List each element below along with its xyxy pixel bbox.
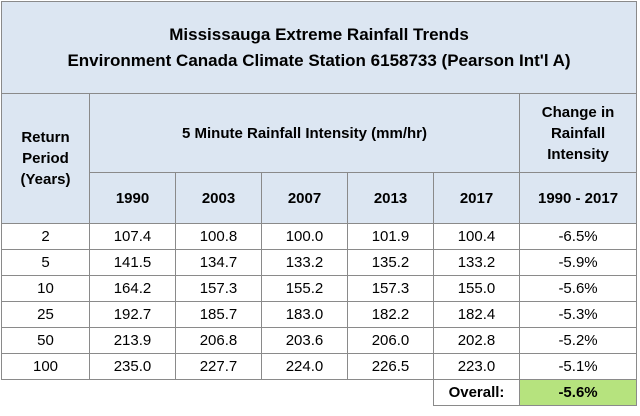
intensity-cell: 203.6: [261, 327, 348, 354]
blank-cell: [175, 379, 262, 406]
return-period-header-line: (Years): [20, 171, 71, 188]
intensity-cell: 235.0: [89, 353, 176, 380]
table-row: 2 107.4 100.8 100.0 101.9 100.4 -6.5%: [1, 223, 638, 250]
intensity-cell: 101.9: [347, 223, 434, 250]
intensity-cell: 227.7: [175, 353, 262, 380]
intensity-cell: 206.0: [347, 327, 434, 354]
intensity-cell: 135.2: [347, 249, 434, 276]
title-row: Mississauga Extreme Rainfall Trends Envi…: [0, 1, 638, 94]
intensity-group-header: 5 Minute Rainfall Intensity (mm/hr): [89, 93, 520, 173]
blank-cell: [89, 379, 176, 406]
intensity-cell: 100.4: [433, 223, 520, 250]
overall-label: Overall:: [433, 379, 520, 406]
year-header: 2017: [433, 172, 520, 224]
intensity-cell: 202.8: [433, 327, 520, 354]
intensity-cell: 185.7: [175, 301, 262, 328]
intensity-cell: 141.5: [89, 249, 176, 276]
table-row: 25 192.7 185.7 183.0 182.2 182.4 -5.3%: [1, 301, 638, 328]
return-period-cell: 50: [1, 327, 90, 354]
year-header: 2007: [261, 172, 348, 224]
intensity-cell: 157.3: [175, 275, 262, 302]
change-cell: -5.2%: [518, 327, 638, 354]
intensity-cell: 155.0: [433, 275, 520, 302]
change-group-header-line: Change in: [541, 103, 615, 121]
intensity-cell: 164.2: [89, 275, 176, 302]
table-row: 10 164.2 157.3 155.2 157.3 155.0 -5.6%: [1, 275, 638, 302]
intensity-cell: 155.2: [261, 275, 348, 302]
intensity-cell: 226.5: [347, 353, 434, 380]
change-cell: -5.3%: [518, 301, 638, 328]
return-period-header-line: Return: [21, 129, 70, 146]
intensity-cell: 134.7: [175, 249, 262, 276]
table-title: Mississauga Extreme Rainfall Trends: [169, 24, 469, 44]
blank-cell: [261, 379, 348, 406]
intensity-cell: 182.2: [347, 301, 434, 328]
header-row-2: 1990 2003 2007 2013 2017 1990 - 2017: [2, 172, 638, 224]
intensity-cell: 206.8: [175, 327, 262, 354]
table-row: 5 141.5 134.7 133.2 135.2 133.2 -5.9%: [1, 249, 638, 276]
return-period-header-line: Period: [22, 150, 69, 167]
year-header: 1990: [89, 172, 176, 224]
return-period-header: Return Period (Years): [1, 93, 90, 224]
change-cell: -5.1%: [518, 353, 638, 380]
change-cell: -6.5%: [518, 223, 638, 250]
return-period-cell: 2: [1, 223, 90, 250]
intensity-cell: 213.9: [89, 327, 176, 354]
intensity-cell: 157.3: [347, 275, 434, 302]
overall-value: -5.6%: [518, 379, 638, 406]
intensity-cell: 107.4: [89, 223, 176, 250]
blank-cell: [347, 379, 434, 406]
overall-row: Overall: -5.6%: [1, 379, 638, 406]
intensity-cell: 192.7: [89, 301, 176, 328]
table-row: 50 213.9 206.8 203.6 206.0 202.8 -5.2%: [1, 327, 638, 354]
intensity-cell: 100.8: [175, 223, 262, 250]
year-header: 2013: [347, 172, 434, 224]
table-row: 100 235.0 227.7 224.0 226.5 223.0 -5.1%: [1, 353, 638, 380]
intensity-cell: 133.2: [261, 249, 348, 276]
change-range-header: 1990 - 2017: [518, 172, 638, 224]
change-cell: -5.6%: [518, 275, 638, 302]
intensity-cell: 223.0: [433, 353, 520, 380]
change-group-header: Change in Rainfall Intensity: [518, 93, 638, 173]
table-subtitle: Environment Canada Climate Station 61587…: [67, 50, 571, 70]
blank-cell: [1, 379, 90, 406]
intensity-cell: 100.0: [261, 223, 348, 250]
rainfall-table: Mississauga Extreme Rainfall Trends Envi…: [0, 1, 638, 406]
intensity-cell: 224.0: [261, 353, 348, 380]
return-period-cell: 25: [1, 301, 90, 328]
year-header: 2003: [175, 172, 262, 224]
return-period-cell: 100: [1, 353, 90, 380]
change-cell: -5.9%: [518, 249, 638, 276]
header-row-1: Return Period (Years) 5 Minute Rainfall …: [1, 93, 638, 224]
return-period-cell: 10: [1, 275, 90, 302]
change-group-header-line: Intensity: [547, 145, 609, 163]
return-period-cell: 5: [1, 249, 90, 276]
table-title-cell: Mississauga Extreme Rainfall Trends Envi…: [0, 1, 638, 94]
intensity-cell: 133.2: [433, 249, 520, 276]
intensity-cell: 183.0: [261, 301, 348, 328]
change-group-header-line: Rainfall: [550, 124, 606, 142]
intensity-cell: 182.4: [433, 301, 520, 328]
